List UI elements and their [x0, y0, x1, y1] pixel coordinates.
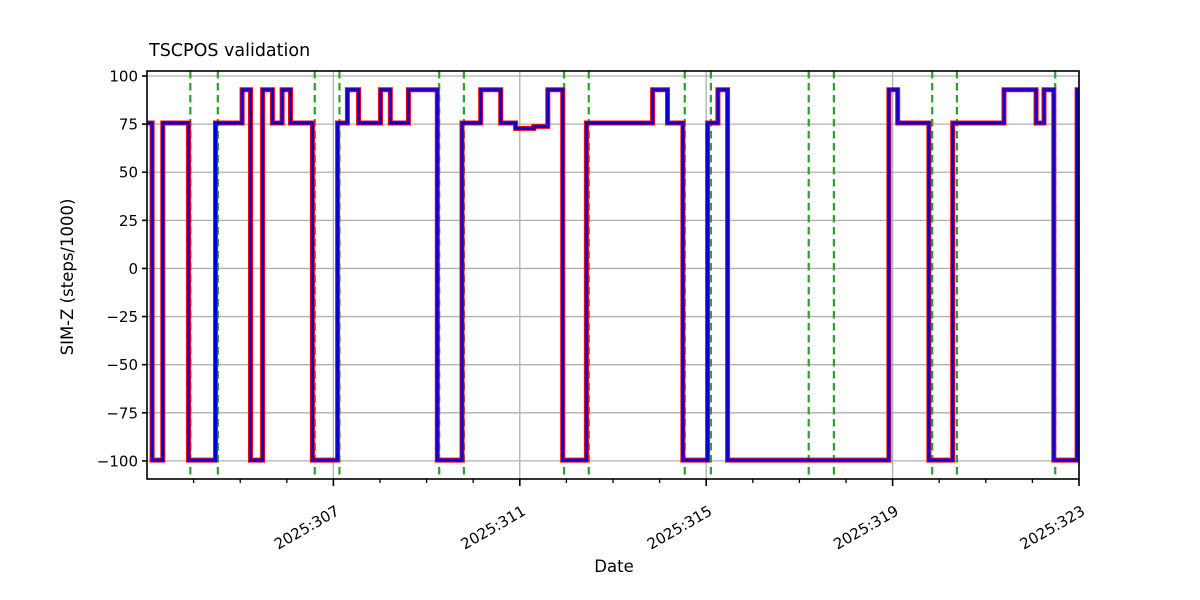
sim-z-series: [147, 87, 1080, 463]
axes-frame: [146, 70, 1080, 480]
tscpos-validation-line: [147, 88, 1079, 462]
y-tick-label: 0: [128, 260, 138, 278]
y-tick-label: 25: [119, 212, 138, 230]
x-axis-label: Date: [594, 557, 633, 576]
tscpos-reference-line: [147, 87, 1080, 463]
axis-ticks: [142, 75, 1080, 486]
y-axis-label: SIM-Z (steps/1000): [58, 199, 77, 356]
y-tick-label: −25: [106, 308, 138, 326]
y-tick-label: −50: [106, 356, 138, 374]
x-tick-label: 2025:315: [644, 502, 715, 554]
y-tick-label: −100: [97, 452, 138, 470]
y-tick-label: 75: [119, 116, 138, 134]
y-tick-label: 50: [119, 164, 138, 182]
y-tick-label: −75: [106, 404, 138, 422]
y-tick-label: 100: [109, 68, 138, 86]
gridlines: [147, 71, 1080, 479]
x-tick-label: 2025:311: [458, 502, 529, 554]
chart-title: TSCPOS validation: [148, 41, 310, 61]
x-tick-label: 2025:307: [271, 502, 342, 554]
x-tick-label: 2025:323: [1017, 502, 1088, 554]
radzone-dashed-lines: [189, 71, 1057, 479]
x-tick-label: 2025:319: [830, 502, 901, 554]
